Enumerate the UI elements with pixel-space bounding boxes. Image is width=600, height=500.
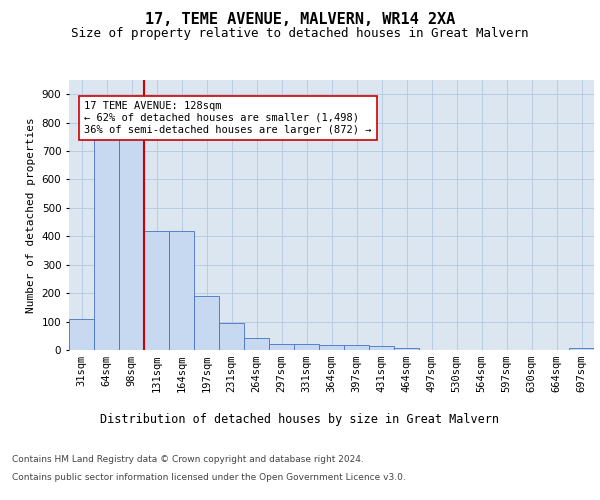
Bar	[269, 344, 294, 350]
Bar	[344, 345, 369, 350]
Bar	[69, 318, 94, 350]
Bar	[169, 230, 194, 350]
Text: Contains HM Land Registry data © Crown copyright and database right 2024.: Contains HM Land Registry data © Crown c…	[12, 455, 364, 464]
Bar	[294, 344, 319, 350]
Text: 17, TEME AVENUE, MALVERN, WR14 2XA: 17, TEME AVENUE, MALVERN, WR14 2XA	[145, 12, 455, 28]
Bar	[119, 137, 144, 350]
Bar	[244, 338, 269, 350]
Bar	[569, 348, 594, 350]
Text: 17 TEME AVENUE: 128sqm
← 62% of detached houses are smaller (1,498)
36% of semi-: 17 TEME AVENUE: 128sqm ← 62% of detached…	[84, 102, 371, 134]
Bar	[319, 345, 344, 350]
Bar	[369, 346, 394, 350]
Bar	[94, 137, 119, 350]
Bar	[394, 348, 419, 350]
Bar	[144, 230, 169, 350]
Bar	[194, 296, 219, 350]
Y-axis label: Number of detached properties: Number of detached properties	[26, 117, 36, 313]
Text: Contains public sector information licensed under the Open Government Licence v3: Contains public sector information licen…	[12, 472, 406, 482]
Text: Size of property relative to detached houses in Great Malvern: Size of property relative to detached ho…	[71, 28, 529, 40]
Bar	[219, 323, 244, 350]
Text: Distribution of detached houses by size in Great Malvern: Distribution of detached houses by size …	[101, 412, 499, 426]
